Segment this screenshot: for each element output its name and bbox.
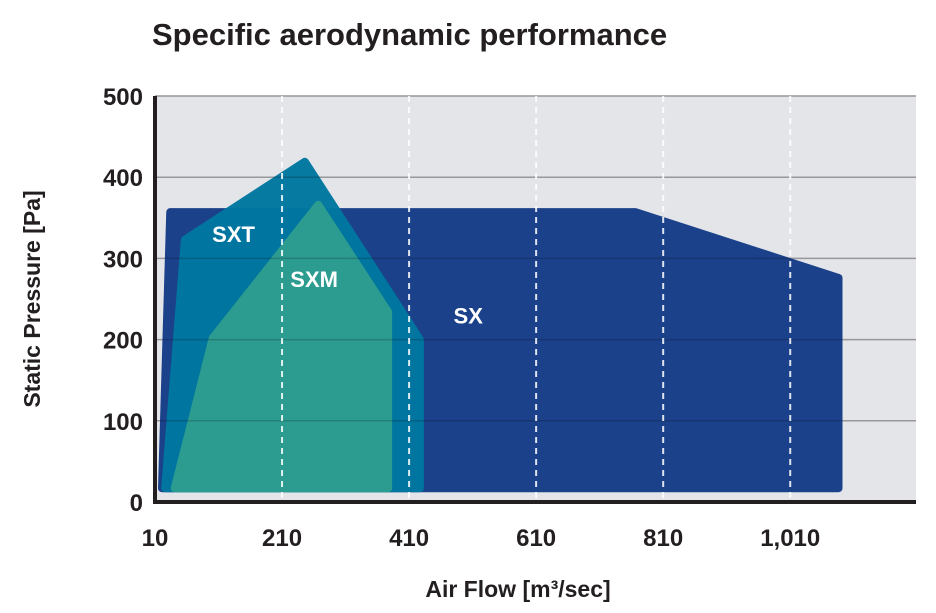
y-axis-label: Static Pressure [Pa] [19, 190, 45, 407]
y-tick-label: 300 [103, 246, 143, 273]
x-tick-label: 410 [389, 525, 429, 552]
area-sxm [170, 200, 393, 493]
y-tick-label: 0 [130, 490, 143, 517]
x-tick-label: 10 [142, 525, 169, 552]
x-tick-label: 810 [643, 525, 683, 552]
plot-area: SX SXT SXM 0 100 200 300 400 500 10 210 410 610 810 1,… [103, 84, 916, 552]
series-label-sx: SX [454, 303, 484, 328]
x-tick-label: 210 [262, 525, 302, 552]
y-tick-label: 100 [103, 409, 143, 436]
y-tick-label: 500 [103, 84, 143, 111]
y-tick-label: 200 [103, 328, 143, 355]
x-tick-label: 610 [516, 525, 556, 552]
series-label-sxt: SXT [212, 222, 255, 247]
series-label-sxm: SXM [290, 267, 338, 292]
x-axis-label: Air Flow [m³/sec] [425, 576, 610, 602]
chart-title: Specific aerodynamic performance [152, 17, 667, 52]
y-tick-label: 400 [103, 165, 143, 192]
x-tick-label: 1,010 [760, 525, 820, 552]
